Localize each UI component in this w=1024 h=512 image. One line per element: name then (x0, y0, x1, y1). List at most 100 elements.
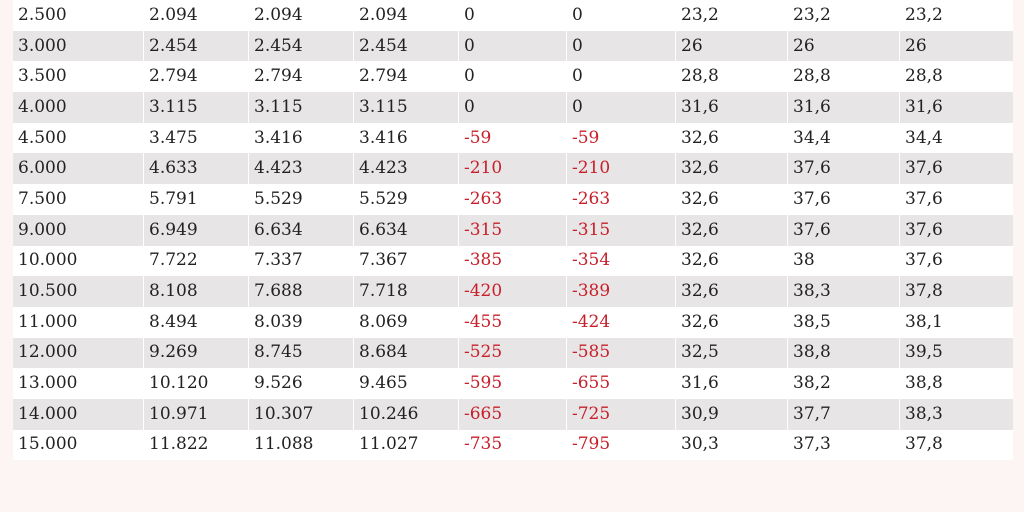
table-cell: 2.454 (249, 30, 354, 62)
table-cell: -424 (567, 306, 676, 338)
table-cell: 7.688 (249, 276, 354, 307)
table-cell: 32,6 (676, 306, 788, 338)
table-cell: 32,6 (676, 214, 788, 246)
table-cell: 2.454 (144, 30, 249, 62)
table-cell: 31,6 (900, 92, 1013, 123)
table-row: 11.000 8.494 8.039 8.069 -455 -424 32,6 38,5 38,… (13, 306, 1013, 338)
table-cell: 3.416 (354, 122, 459, 154)
table-cell: 38,3 (900, 398, 1013, 430)
table-cell: 9.269 (144, 337, 249, 369)
table-cell: 37,6 (788, 214, 900, 246)
table-cell: 26 (900, 30, 1013, 62)
table-cell: 6.634 (354, 214, 459, 246)
table-cell: 37,6 (788, 153, 900, 185)
table-cell: 15.000 (13, 429, 144, 461)
table-cell: 9.465 (354, 368, 459, 399)
table-cell: 28,8 (676, 61, 788, 93)
table-cell: 3.416 (249, 122, 354, 154)
table-cell: 6.634 (249, 214, 354, 246)
table-cell: 39,5 (900, 337, 1013, 369)
table-cell: 38 (788, 245, 900, 277)
table-cell: -315 (567, 214, 676, 246)
table-cell: 2.794 (354, 61, 459, 93)
table-cell: 4.000 (13, 92, 144, 123)
table-row: 4.000 3.115 3.115 3.115 0 0 31,6 31,6 31,6 (13, 92, 1013, 123)
table-cell: 4.423 (354, 153, 459, 185)
table-cell: 11.027 (354, 429, 459, 461)
table-cell: 8.494 (144, 306, 249, 338)
table-cell: 37,6 (900, 153, 1013, 185)
table-cell: 38,1 (900, 306, 1013, 338)
table-row: 4.500 3.475 3.416 3.416 -59 -59 32,6 34,4 34,4 (13, 122, 1013, 154)
table-cell: 3.115 (354, 92, 459, 123)
table-cell: 23,2 (676, 0, 788, 31)
table-cell: 31,6 (676, 92, 788, 123)
table-cell: 0 (459, 61, 567, 93)
table-cell: 10.307 (249, 398, 354, 430)
table-cell: 5.791 (144, 184, 249, 215)
table-cell: 6.000 (13, 153, 144, 185)
table-cell: 4.633 (144, 153, 249, 185)
table-cell: 2.454 (354, 30, 459, 62)
table-cell: 2.094 (144, 0, 249, 31)
table-cell: 7.722 (144, 245, 249, 277)
table-cell: 2.094 (249, 0, 354, 31)
table-cell: 32,6 (676, 245, 788, 277)
table-cell: -59 (459, 122, 567, 154)
table-cell: 32,6 (676, 153, 788, 185)
table-cell: -795 (567, 429, 676, 461)
table-cell: 2.500 (13, 0, 144, 31)
table-cell: -665 (459, 398, 567, 430)
table-cell: 11.088 (249, 429, 354, 461)
table-cell: 3.475 (144, 122, 249, 154)
table-cell: 4.500 (13, 122, 144, 154)
table-cell: 0 (459, 0, 567, 31)
table-cell: 5.529 (354, 184, 459, 215)
table-cell: -525 (459, 337, 567, 369)
table-cell: 31,6 (676, 368, 788, 399)
table-cell: 11.822 (144, 429, 249, 461)
table-cell: 7.500 (13, 184, 144, 215)
table-cell: 0 (567, 92, 676, 123)
table-cell: 28,8 (788, 61, 900, 93)
table-cell: 38,2 (788, 368, 900, 399)
table-cell: 4.423 (249, 153, 354, 185)
table-row: 3.500 2.794 2.794 2.794 0 0 28,8 28,8 28,8 (13, 61, 1013, 93)
table-cell: 3.000 (13, 30, 144, 62)
table-cell: 8.108 (144, 276, 249, 307)
table-row: 10.500 8.108 7.688 7.718 -420 -389 32,6 38,3 37,… (13, 276, 1013, 307)
table-cell: -735 (459, 429, 567, 461)
table-cell: 10.120 (144, 368, 249, 399)
table-cell: 3.115 (249, 92, 354, 123)
table-cell: 37,8 (900, 276, 1013, 307)
table-cell: 32,6 (676, 276, 788, 307)
table-cell: 30,9 (676, 398, 788, 430)
table-cell: 10.246 (354, 398, 459, 430)
table-cell: 37,6 (788, 184, 900, 215)
table-row: 7.500 5.791 5.529 5.529 -263 -263 32,6 37,6 37,6 (13, 184, 1013, 215)
table-cell: 3.500 (13, 61, 144, 93)
table-cell: 32,6 (676, 184, 788, 215)
table-cell: 30,3 (676, 429, 788, 461)
table-cell: 9.000 (13, 214, 144, 246)
table-row: 10.000 7.722 7.337 7.367 -385 -354 32,6 38 37,6 (13, 245, 1013, 277)
table-cell: 34,4 (900, 122, 1013, 154)
table-cell: 37,3 (788, 429, 900, 461)
table-cell: 34,4 (788, 122, 900, 154)
table-cell: 28,8 (900, 61, 1013, 93)
table-cell: 9.526 (249, 368, 354, 399)
table-cell: 8.039 (249, 306, 354, 338)
table-cell: -389 (567, 276, 676, 307)
table-cell: 12.000 (13, 337, 144, 369)
table-cell: 32,5 (676, 337, 788, 369)
table-cell: 14.000 (13, 398, 144, 430)
table-cell: 0 (567, 61, 676, 93)
data-table-container: 2.500 2.094 2.094 2.094 0 0 23,2 23,2 23,2 3.000 2… (13, 0, 1013, 461)
table-cell: -455 (459, 306, 567, 338)
table-row: 9.000 6.949 6.634 6.634 -315 -315 32,6 37,6 37,6 (13, 214, 1013, 246)
table-cell: 37,6 (900, 214, 1013, 246)
table-cell: -315 (459, 214, 567, 246)
table-cell: -420 (459, 276, 567, 307)
table-cell: 0 (459, 92, 567, 123)
table-cell: 2.794 (249, 61, 354, 93)
